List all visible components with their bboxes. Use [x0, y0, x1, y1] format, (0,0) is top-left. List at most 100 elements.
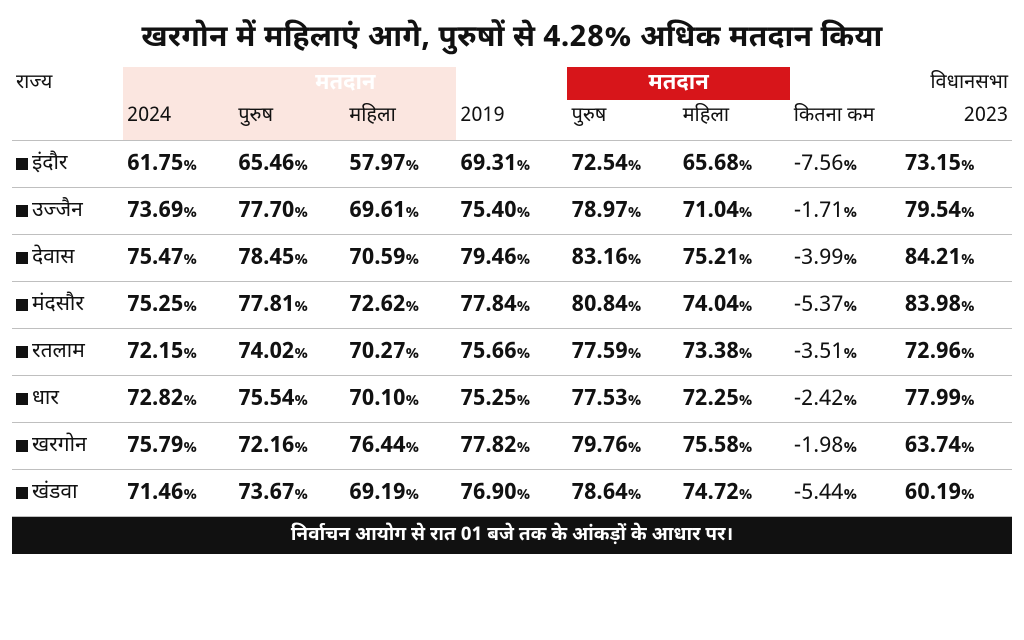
cell: 76.44%	[345, 423, 456, 470]
cell: 72.25%	[679, 376, 790, 423]
state-cell: मंदसौर	[12, 282, 123, 329]
state-cell: खंडवा	[12, 470, 123, 517]
diff-cell: -2.42%	[790, 376, 901, 423]
table-row: खरगोन75.79%72.16%76.44%77.82%79.76%75.58…	[12, 423, 1012, 470]
cell: 57.97%	[345, 141, 456, 188]
bullet-icon	[16, 440, 28, 452]
bullet-icon	[16, 252, 28, 264]
cell: 77.70%	[234, 188, 345, 235]
state-cell: इंदौर	[12, 141, 123, 188]
cell: 77.84%	[456, 282, 567, 329]
cell: 77.81%	[234, 282, 345, 329]
bullet-icon	[16, 393, 28, 405]
spacer-diff	[790, 67, 901, 100]
bullet-icon	[16, 487, 28, 499]
cell: 77.99%	[901, 376, 1012, 423]
col-state: राज्य	[12, 67, 123, 100]
col-vidhan: विधानसभा	[901, 67, 1012, 100]
cell: 69.31%	[456, 141, 567, 188]
cell: 83.98%	[901, 282, 1012, 329]
diff-cell: -7.56%	[790, 141, 901, 188]
table-row: उज्जैन73.69%77.70%69.61%75.40%78.97%71.0…	[12, 188, 1012, 235]
cell: 60.19%	[901, 470, 1012, 517]
state-cell: खरगोन	[12, 423, 123, 470]
col-2019: 2019	[456, 100, 567, 141]
group-matdan-2019: मतदान	[567, 67, 789, 100]
cell: 65.68%	[679, 141, 790, 188]
cell: 79.54%	[901, 188, 1012, 235]
table-row: मंदसौर75.25%77.81%72.62%77.84%80.84%74.0…	[12, 282, 1012, 329]
cell: 79.46%	[456, 235, 567, 282]
cell: 79.76%	[567, 423, 678, 470]
cell: 69.19%	[345, 470, 456, 517]
cell: 75.21%	[679, 235, 790, 282]
col-diff: कितना कम	[790, 100, 901, 141]
cell: 80.84%	[567, 282, 678, 329]
cell: 75.54%	[234, 376, 345, 423]
bullet-icon	[16, 299, 28, 311]
cell: 72.96%	[901, 329, 1012, 376]
cell: 73.15%	[901, 141, 1012, 188]
group-matdan-2024: मतदान	[234, 67, 456, 100]
diff-cell: -3.99%	[790, 235, 901, 282]
diff-cell: -5.37%	[790, 282, 901, 329]
diff-cell: -1.98%	[790, 423, 901, 470]
cell: 72.62%	[345, 282, 456, 329]
cell: 73.69%	[123, 188, 234, 235]
cell: 72.82%	[123, 376, 234, 423]
cell: 76.90%	[456, 470, 567, 517]
cell: 83.16%	[567, 235, 678, 282]
table-row: देवास75.47%78.45%70.59%79.46%83.16%75.21…	[12, 235, 1012, 282]
cell: 70.27%	[345, 329, 456, 376]
voting-table: राज्य मतदान मतदान विधानसभा 2024 पुरुष मह…	[12, 67, 1012, 517]
cell: 75.58%	[679, 423, 790, 470]
col-female-19: महिला	[679, 100, 790, 141]
cell: 84.21%	[901, 235, 1012, 282]
state-cell: देवास	[12, 235, 123, 282]
cell: 70.59%	[345, 235, 456, 282]
bullet-icon	[16, 346, 28, 358]
table-row: इंदौर61.75%65.46%57.97%69.31%72.54%65.68…	[12, 141, 1012, 188]
footer-note: निर्वाचन आयोग से रात 01 बजे तक के आंकड़ो…	[12, 517, 1012, 554]
diff-cell: -3.51%	[790, 329, 901, 376]
cell: 65.46%	[234, 141, 345, 188]
cell: 78.97%	[567, 188, 678, 235]
diff-cell: -5.44%	[790, 470, 901, 517]
cell: 75.79%	[123, 423, 234, 470]
bullet-icon	[16, 205, 28, 217]
col-2024: 2024	[123, 100, 234, 141]
col-male-19: पुरुष	[567, 100, 678, 141]
col-female-24: महिला	[345, 100, 456, 141]
col-male-24: पुरुष	[234, 100, 345, 141]
cell: 71.04%	[679, 188, 790, 235]
cell: 77.82%	[456, 423, 567, 470]
cell: 74.02%	[234, 329, 345, 376]
cell: 75.47%	[123, 235, 234, 282]
cell: 72.16%	[234, 423, 345, 470]
table-row: खंडवा71.46%73.67%69.19%76.90%78.64%74.72…	[12, 470, 1012, 517]
table-row: रतलाम72.15%74.02%70.27%75.66%77.59%73.38…	[12, 329, 1012, 376]
cell: 75.25%	[456, 376, 567, 423]
cell: 77.53%	[567, 376, 678, 423]
diff-cell: -1.71%	[790, 188, 901, 235]
cell: 77.59%	[567, 329, 678, 376]
cell: 78.64%	[567, 470, 678, 517]
cell: 78.45%	[234, 235, 345, 282]
cell: 72.54%	[567, 141, 678, 188]
cell: 70.10%	[345, 376, 456, 423]
state-cell: रतलाम	[12, 329, 123, 376]
cell: 73.38%	[679, 329, 790, 376]
spacer-2024	[123, 67, 234, 100]
cell: 74.72%	[679, 470, 790, 517]
title: खरगोन में महिलाएं आगे, पुरुषों से 4.28% …	[12, 20, 1012, 59]
cell: 69.61%	[345, 188, 456, 235]
state-cell: उज्जैन	[12, 188, 123, 235]
table-row: धार72.82%75.54%70.10%75.25%77.53%72.25%-…	[12, 376, 1012, 423]
spacer-2019	[456, 67, 567, 100]
cell: 72.15%	[123, 329, 234, 376]
cell: 75.66%	[456, 329, 567, 376]
bullet-icon	[16, 158, 28, 170]
cell: 75.25%	[123, 282, 234, 329]
cell: 73.67%	[234, 470, 345, 517]
cell: 61.75%	[123, 141, 234, 188]
